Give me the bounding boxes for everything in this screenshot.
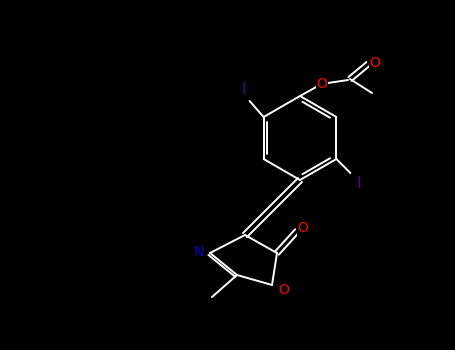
Text: O: O bbox=[369, 56, 380, 70]
Text: O: O bbox=[278, 283, 289, 297]
Text: N: N bbox=[194, 245, 204, 259]
Text: O: O bbox=[317, 77, 328, 91]
Text: I: I bbox=[356, 175, 361, 190]
Text: I: I bbox=[241, 82, 246, 97]
Text: O: O bbox=[298, 221, 308, 235]
